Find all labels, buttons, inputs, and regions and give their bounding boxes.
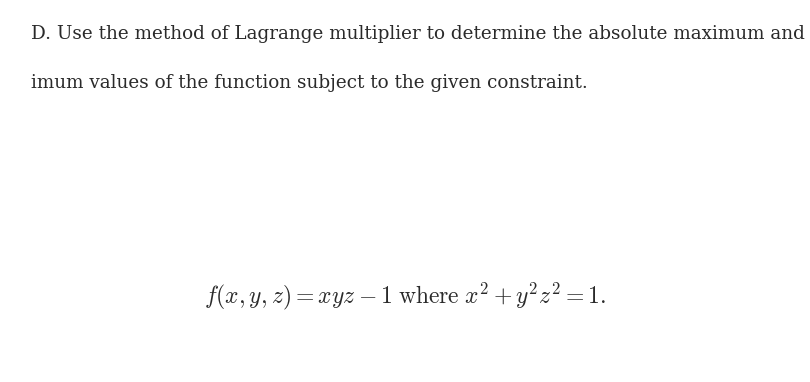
Text: D. Use the method of Lagrange multiplier to determine the absolute maximum and m: D. Use the method of Lagrange multiplier… xyxy=(31,25,810,43)
Text: imum values of the function subject to the given constraint.: imum values of the function subject to t… xyxy=(31,74,587,92)
Text: $f(x, y, z) = xyz - 1\;\mathrm{where}\; x^2 + y^2z^2 = 1.$: $f(x, y, z) = xyz - 1\;\mathrm{where}\; … xyxy=(204,280,606,312)
